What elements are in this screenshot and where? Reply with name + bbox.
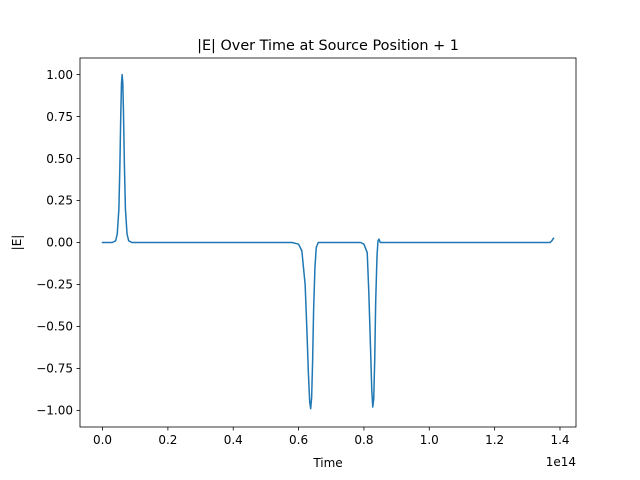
x-tick-label: 0.4 <box>224 433 243 447</box>
x-tick-label: 1.4 <box>550 433 569 447</box>
y-tick-label: 0.25 <box>46 194 73 208</box>
x-tick-label: 0.2 <box>158 433 177 447</box>
axis-ticks: 0.0 0.2 0.4 0.6 0.8 1.0 1.2 1.4 −1.00 −0.75 −0.50 −… <box>36 68 569 447</box>
x-tick-label: 0.6 <box>289 433 308 447</box>
axes-frame <box>79 57 577 428</box>
y-tick-label: 0.00 <box>46 236 73 250</box>
y-tick-label: 0.50 <box>46 152 73 166</box>
x-tick-label: 0.8 <box>354 433 373 447</box>
y-tick-label: 0.75 <box>46 110 73 124</box>
chart-title: |E| Over Time at Source Position + 1 <box>197 38 459 54</box>
x-tick-label: 0.0 <box>93 433 112 447</box>
x-axis-label: Time <box>312 456 342 470</box>
y-tick-label: 1.00 <box>46 68 73 82</box>
x-tick-label: 1.2 <box>485 433 504 447</box>
y-tick-label: −0.50 <box>36 320 73 334</box>
x-tick-label: 1.0 <box>420 433 439 447</box>
plot-area <box>101 73 555 410</box>
y-axis-label: |E| <box>10 235 24 251</box>
y-tick-label: −1.00 <box>36 404 73 418</box>
y-tick-label: −0.75 <box>36 362 73 376</box>
y-tick-label: −0.25 <box>36 278 73 292</box>
x-offset-text: 1e14 <box>546 455 576 469</box>
series-line <box>101 73 555 410</box>
